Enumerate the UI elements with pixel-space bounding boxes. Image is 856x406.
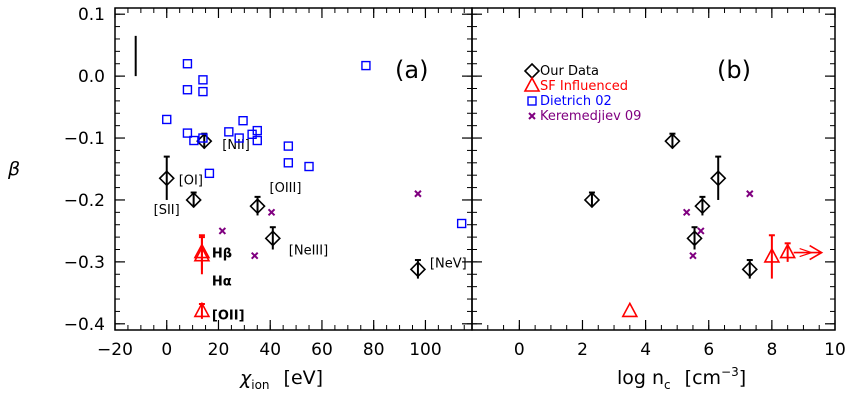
data-point [234,133,244,143]
x-tick-label: 0 [161,340,172,360]
data-point [198,133,208,143]
x-tick-label: 10 [824,340,846,360]
y-tick-label: −0.4 [64,315,105,335]
x-tick-label: 100 [409,340,441,360]
x-tick-label: 20 [208,340,230,360]
x-axis-title: log nc [cm−3] [617,365,746,392]
x-tick-label: 0 [514,340,525,360]
point-label: Hα [212,275,232,290]
lower-limit-arrow-inner [799,248,814,258]
point-label: [SII] [154,203,180,218]
data-point [456,218,467,229]
legend-marker [523,76,541,92]
data-point [746,190,754,198]
x-tick-label: 6 [703,340,714,360]
legend-label: Dietrich 02 [540,94,612,109]
data-point [198,75,208,85]
data-point [249,198,266,215]
lower-limit-arrow [793,244,824,261]
data-point [158,170,175,187]
data-point [204,168,215,179]
x-tick-label: 80 [363,340,385,360]
data-point [664,133,681,150]
y-tick-label: 0.1 [78,5,105,25]
data-point [741,261,758,278]
series-dietrich-02 [162,59,467,229]
point-label: [NeV] [430,256,467,271]
panel-label: (a) [395,56,428,84]
panel-label: (b) [717,56,751,84]
data-point [682,208,691,217]
series-sf-influenced [621,234,824,318]
point-label: [OI] [179,173,203,188]
series-sf-influenced: Hβ Hα [OII] [193,234,245,323]
data-point [409,261,427,278]
y-axis-title: β [7,158,20,180]
point-label: [NeIII] [289,243,328,258]
legend-label: Keremedjiev 09 [540,109,641,124]
x-tick-label: 40 [259,340,281,360]
x-tick-label: 60 [311,340,333,360]
series-keremedjiev-09 [218,190,422,260]
data-point [763,247,781,263]
point-label: [OIII] [270,181,302,196]
x-tick-label: −20 [97,340,133,360]
data-point [182,128,193,138]
panel-a: −20 0 20 40 60 80 100 −0.4 −0.3 −0.2 −0.1 0.0 0.1 (a)… [64,5,473,392]
data-point [252,135,262,146]
data-point [264,230,281,247]
legend-label: Our Data [540,64,599,79]
y-tick-label: −0.1 [64,129,105,149]
data-point [710,170,727,187]
legend-marker [523,62,541,80]
data-point [189,135,199,146]
data-point [185,191,202,209]
data-point [267,208,276,217]
data-point [621,301,639,318]
data-point [250,251,259,260]
y-tick-label: −0.3 [64,253,105,273]
legend-label: SF Influenced [540,79,628,94]
point-label: [NII] [222,138,250,153]
point-label: [OII] [212,308,245,323]
series-keremedjiev-09 [682,190,754,260]
y-tick-label: −0.2 [64,191,105,211]
legend-marker [527,96,537,106]
data-point [304,161,314,172]
y-tick-label: 0.0 [78,67,105,87]
data-point [779,242,796,259]
series-our-data [583,132,758,279]
data-point [283,158,294,168]
plot-frame [471,7,836,331]
data-point [694,198,711,215]
data-point [238,115,248,126]
data-point [182,59,193,69]
data-point [414,190,422,198]
data-point [689,251,697,260]
point-label: Hβ [212,247,232,262]
data-point [361,60,371,71]
x-tick-label: 2 [577,340,588,360]
x-axis-title: χion [eV] [239,367,323,392]
data-point [182,85,193,95]
x-tick-label: 4 [640,340,651,360]
data-point [198,86,208,97]
data-point [162,114,172,125]
data-point [193,246,211,262]
x-tick-label: 8 [766,340,777,360]
data-point [697,227,705,235]
data-point [686,230,703,247]
legend-marker [528,112,536,120]
data-point [283,141,294,151]
data-point [193,301,211,318]
data-point [218,227,227,235]
data-point [224,127,234,137]
data-point [252,125,262,136]
data-point [583,191,601,209]
